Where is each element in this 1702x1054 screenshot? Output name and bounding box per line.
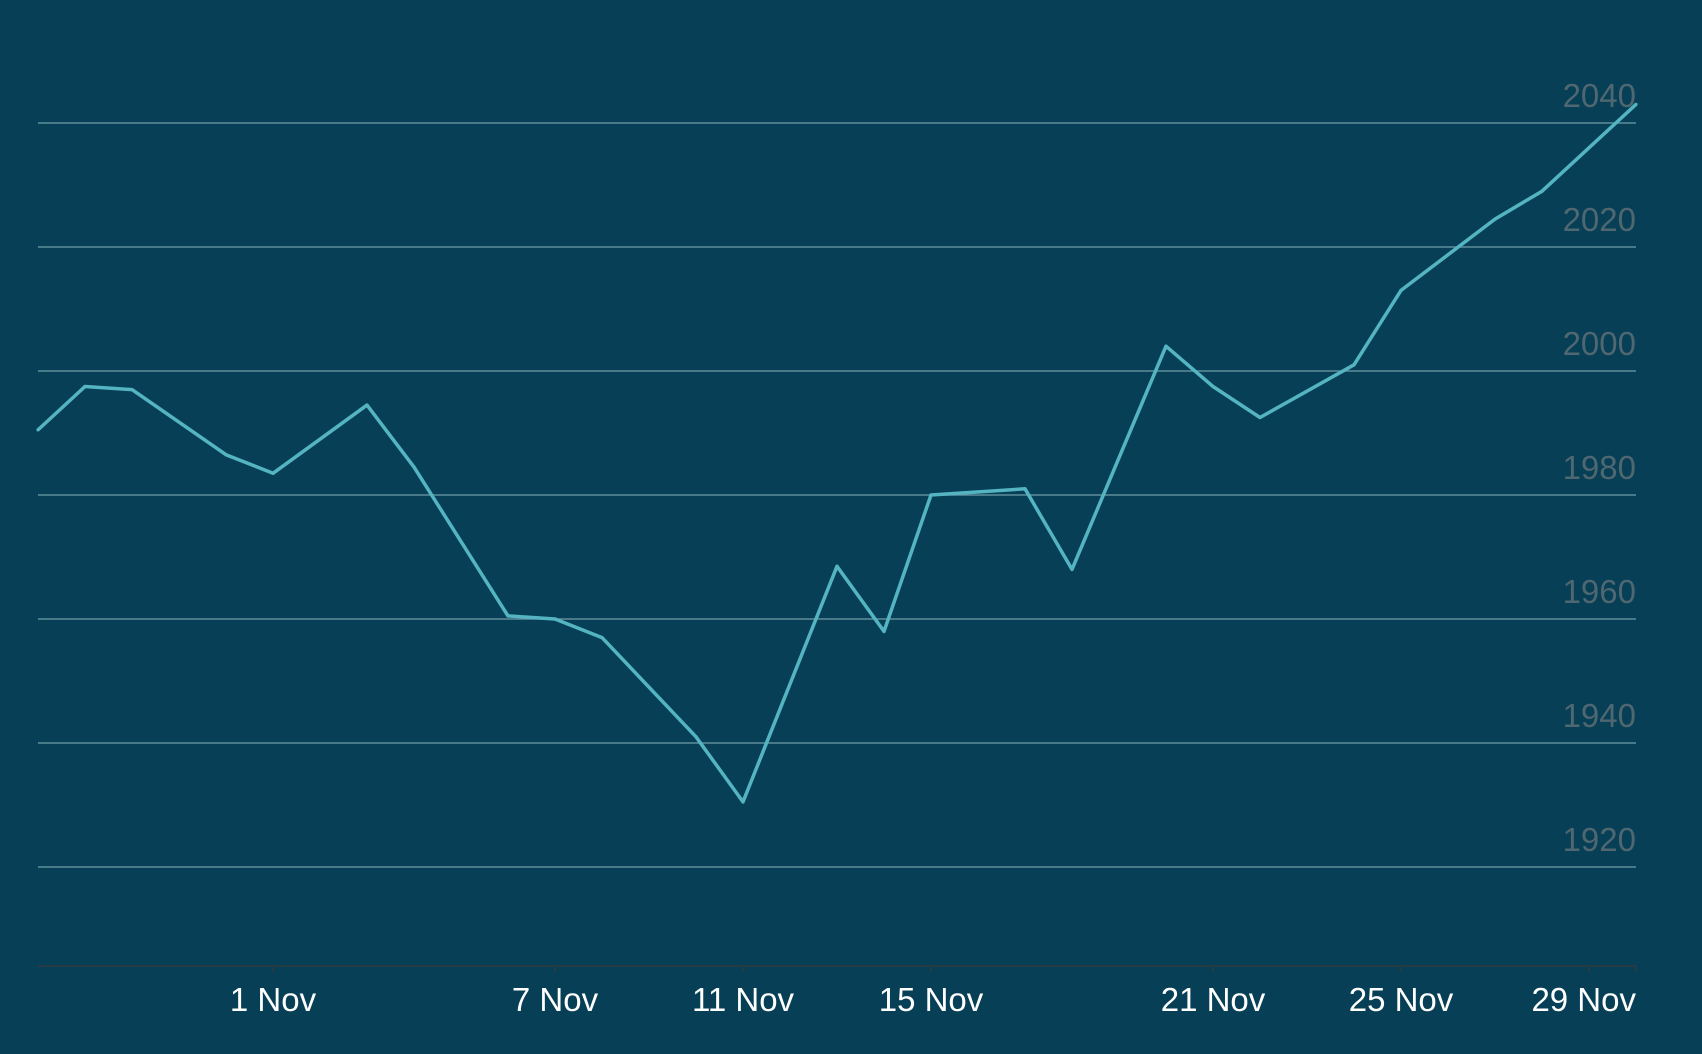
data-point-2020-11-14 xyxy=(882,629,886,634)
gridlines xyxy=(38,122,1636,868)
x-tick-label: 11 Nov xyxy=(692,981,795,1018)
data-point-2020-11-11 xyxy=(741,800,745,804)
data-point-2020-10-28 xyxy=(83,384,87,389)
data-point-2020-11-03 xyxy=(365,403,369,407)
x-tick-label: 25 Nov xyxy=(1349,981,1454,1018)
x-tick-label: 7 Nov xyxy=(512,981,599,1018)
data-point-2020-10-27 xyxy=(36,428,40,432)
data-point-2020-11-15 xyxy=(929,493,933,497)
data-point-2020-11-08 xyxy=(600,636,604,640)
data-point-2020-11-01 xyxy=(271,471,275,475)
data-point-2020-11-07 xyxy=(553,617,557,621)
x-axis xyxy=(38,965,1637,972)
data-point-2020-11-24 xyxy=(1352,363,1356,367)
data-point-2020-11-13 xyxy=(835,564,839,568)
data-point-2020-11-18 xyxy=(1070,567,1074,572)
y-tick-label-1920: 1920 xyxy=(1563,821,1636,858)
y-tick-label-2000: 2000 xyxy=(1563,325,1636,362)
x-tick-label: 29 Nov xyxy=(1531,981,1636,1018)
y-tick-label-2020: 2020 xyxy=(1563,201,1636,238)
y-axis-tick-labels: 1920 1940 1960 1980 2000 2020 2040 xyxy=(1563,77,1636,858)
x-tick-label: 1 Nov xyxy=(230,981,317,1018)
data-point-2020-11-30 xyxy=(1634,102,1638,106)
data-point-2020-11-27 xyxy=(1493,217,1497,221)
y-tick-label-1940: 1940 xyxy=(1563,697,1636,734)
data-point-2020-11-06 xyxy=(506,614,510,618)
data-point-2020-11-10 xyxy=(694,735,698,739)
data-point-2020-11-21 xyxy=(1211,384,1215,389)
data-point-2020-11-25 xyxy=(1399,288,1403,292)
data-point-2020-11-17 xyxy=(1023,487,1027,491)
data-point-2020-10-29 xyxy=(130,388,134,392)
data-point-2020-11-04 xyxy=(412,465,416,469)
series-layer xyxy=(36,102,1638,804)
y-tick-label-1960: 1960 xyxy=(1563,573,1636,610)
y-tick-label-1980: 1980 xyxy=(1563,449,1636,486)
y-tick-label-2040: 2040 xyxy=(1563,77,1636,114)
data-point-2020-11-20 xyxy=(1164,344,1168,348)
x-axis-tick-labels: 1 Nov 7 Nov 11 Nov 15 Nov 21 Nov 25 Nov 29 Nov xyxy=(230,981,1637,1018)
x-tick-label: 15 Nov xyxy=(879,981,984,1018)
data-point-2020-10-31 xyxy=(224,453,228,457)
data-point-2020-11-28 xyxy=(1540,189,1544,193)
data-point-2020-11-22 xyxy=(1258,415,1262,420)
x-tick-label: 21 Nov xyxy=(1161,981,1266,1018)
